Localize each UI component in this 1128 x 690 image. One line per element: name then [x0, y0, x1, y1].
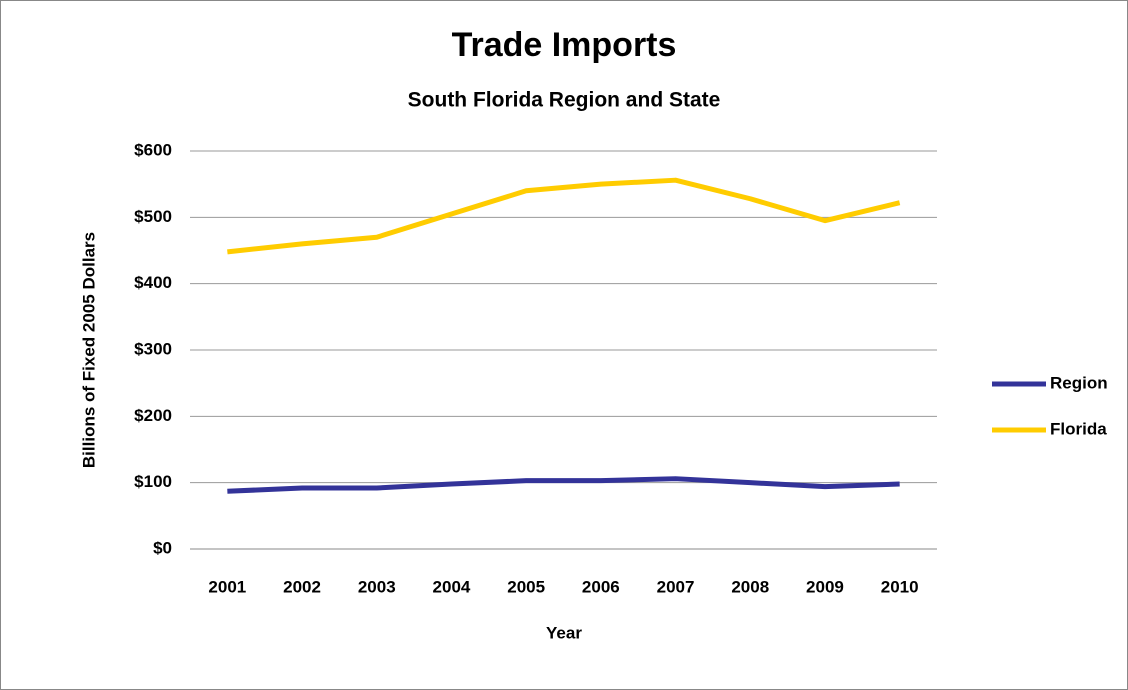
x-tick-label: 2009 — [806, 577, 844, 596]
legend-label: Region — [1050, 373, 1108, 392]
x-tick-label: 2008 — [731, 577, 769, 596]
chart-title: Trade Imports — [452, 26, 677, 64]
y-tick-label: $100 — [134, 472, 172, 491]
y-tick-label: $300 — [134, 339, 172, 358]
x-tick-label: 2001 — [208, 577, 246, 596]
series-line — [227, 177, 901, 255]
x-tick-label: 2004 — [433, 577, 471, 596]
y-axis-label: Billions of Fixed 2005 Dollars — [79, 232, 98, 468]
y-tick-label: $500 — [134, 207, 172, 226]
x-tick-label: 2002 — [283, 577, 321, 596]
legend-label: Florida — [1050, 419, 1107, 438]
x-axis-label: Year — [546, 623, 582, 642]
x-tick-label: 2007 — [657, 577, 695, 596]
y-tick-label: $400 — [134, 273, 172, 292]
x-tick-label: 2003 — [358, 577, 396, 596]
y-tick-label: $200 — [134, 406, 172, 425]
chart-subtitle: South Florida Region and State — [408, 89, 721, 112]
series-line — [227, 476, 900, 494]
x-tick-label: 2006 — [582, 577, 620, 596]
x-tick-label: 2005 — [507, 577, 545, 596]
x-tick-label: 2010 — [881, 577, 919, 596]
y-tick-label: $600 — [134, 140, 172, 159]
y-tick-label: $0 — [153, 538, 172, 557]
